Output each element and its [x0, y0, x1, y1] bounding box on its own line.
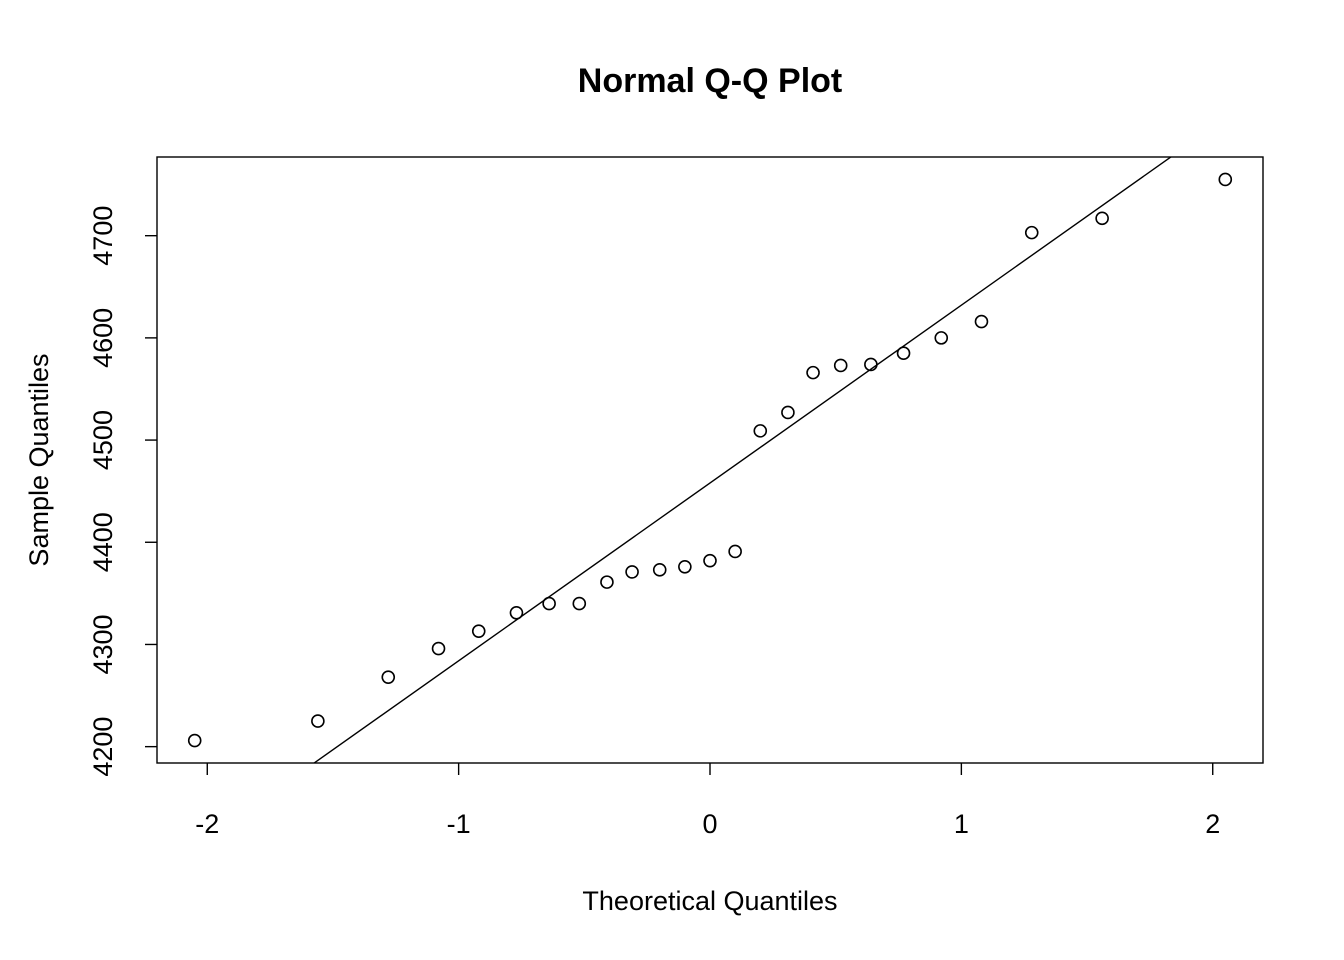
- y-axis-label: Sample Quantiles: [24, 353, 54, 566]
- data-point: [806, 365, 820, 380]
- data-point: [703, 553, 717, 568]
- x-tick-label: 1: [954, 809, 969, 839]
- data-point: [625, 565, 639, 579]
- data-point: [381, 670, 396, 684]
- y-tick-label: 4300: [88, 614, 118, 674]
- data-point: [509, 605, 524, 620]
- data-point: [542, 596, 556, 611]
- data-point: [1095, 211, 1109, 226]
- plot-frame: [156, 156, 1264, 764]
- y-tick-label: 4200: [88, 717, 118, 777]
- data-point: [728, 544, 742, 559]
- data-point: [471, 624, 486, 638]
- data-point: [652, 563, 667, 577]
- x-tick-label: 0: [702, 809, 717, 839]
- y-tick-label: 4400: [88, 512, 118, 572]
- data-point: [781, 405, 795, 420]
- x-axis-label: Theoretical Quantiles: [582, 886, 837, 916]
- data-point: [753, 424, 768, 438]
- data-point: [187, 733, 202, 748]
- x-axis: -2 -1 0 1 2: [195, 763, 1220, 839]
- data-point: [431, 641, 446, 656]
- data-point: [572, 596, 587, 611]
- y-axis: 4200 4300 4400 4500 4600 4700: [88, 206, 157, 777]
- y-tick-label: 4500: [88, 410, 118, 470]
- data-point: [896, 346, 911, 361]
- data-point: [311, 714, 325, 728]
- chart-title: Normal Q-Q Plot: [578, 62, 842, 100]
- x-tick-label: 2: [1205, 809, 1220, 839]
- x-tick-label: -1: [447, 809, 471, 839]
- y-tick-label: 4700: [88, 206, 118, 266]
- data-point: [1218, 172, 1233, 187]
- data-point: [678, 559, 692, 574]
- y-tick-label: 4600: [88, 308, 118, 368]
- data-points: [187, 172, 1233, 748]
- data-point: [833, 358, 848, 373]
- data-point: [1024, 225, 1039, 240]
- reference-line: [312, 157, 1173, 763]
- data-point: [974, 314, 989, 329]
- data-point: [600, 575, 614, 589]
- x-tick-label: -2: [195, 809, 219, 839]
- data-point: [864, 357, 878, 372]
- data-point: [934, 331, 949, 345]
